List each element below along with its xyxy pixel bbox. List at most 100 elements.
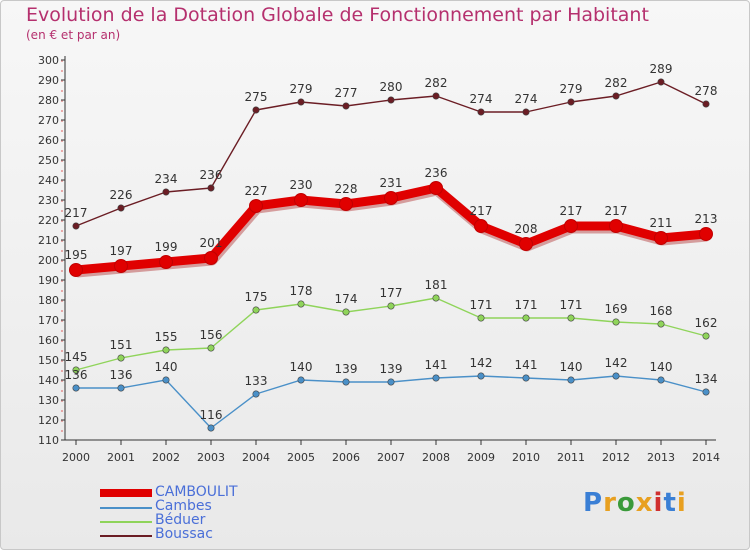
data-label: 230 [290,178,313,192]
data-label: 289 [650,62,673,76]
data-point [477,372,485,380]
data-point [207,184,215,192]
chart-subtitle: (en € et par an) [26,28,121,42]
data-point [387,302,395,310]
data-point [252,106,260,114]
data-label: 231 [380,176,403,190]
legend-swatch [100,521,152,523]
data-label: 211 [650,216,673,230]
x-tick-label: 2005 [287,451,315,464]
data-labels-layer: 136 136 140 116 133 140 139 139 141 142 141 140 142 1… [65,62,718,422]
x-tick-label: 2004 [242,451,270,464]
x-tick-label: 2001 [107,451,135,464]
data-label: 234 [155,172,178,186]
data-label: 280 [380,80,403,94]
chart-title: Evolution de la Dotation Globale de Fonc… [26,4,649,26]
x-tick-label: 2014 [692,451,720,464]
data-point [72,384,80,392]
data-point [429,181,443,195]
data-point [117,354,125,362]
data-point [297,300,305,308]
data-point [342,308,350,316]
legend-label: CAMBOULIT [155,484,238,500]
data-point [162,188,170,196]
data-point [117,384,125,392]
y-tick-label: 270 [38,114,59,127]
legend-swatch [100,489,152,497]
data-point [609,219,623,233]
data-point [432,374,440,382]
y-tick-label: 110 [38,434,59,447]
x-tick-label: 2007 [377,451,405,464]
data-label: 213 [695,212,718,226]
y-tick-label: 300 [38,54,59,67]
data-label: 141 [425,358,448,372]
data-point [162,346,170,354]
data-label: 142 [605,356,628,370]
series-layer [69,78,713,432]
y-tick-label: 120 [38,414,59,427]
data-label: 178 [290,284,313,298]
y-tick-label: 180 [38,294,59,307]
data-point [654,231,668,245]
x-tick-label: 2008 [422,451,450,464]
data-point [297,98,305,106]
data-label: 141 [515,358,538,372]
data-point [342,102,350,110]
data-label: 136 [65,368,88,382]
data-point [612,372,620,380]
data-label: 142 [470,356,493,370]
data-label: 195 [65,248,88,262]
data-label: 208 [515,222,538,236]
data-label: 282 [605,76,628,90]
data-point [342,378,350,386]
y-tick-label: 200 [38,254,59,267]
data-point [387,378,395,386]
data-label: 174 [335,292,358,306]
data-point [72,366,80,374]
legend-item: Béduer [100,512,300,530]
legend-item: Boussac [100,526,300,544]
data-point [702,332,710,340]
series-cambes [72,372,710,432]
data-label: 279 [290,82,313,96]
data-point [657,376,665,384]
data-label: 228 [335,182,358,196]
data-label: 140 [650,360,673,374]
y-tick-label: 240 [38,174,59,187]
data-label: 201 [200,236,223,250]
data-label: 282 [425,76,448,90]
data-point [519,237,533,251]
data-point [474,219,488,233]
x-tick-label: 2010 [512,451,540,464]
logo-letter: i [653,488,664,518]
y-tick-label: 210 [38,234,59,247]
data-point [699,227,713,241]
data-label: 217 [470,204,493,218]
y-tick-label: 140 [38,374,59,387]
data-point [432,92,440,100]
y-tick-label: 130 [38,394,59,407]
data-label: 197 [110,244,133,258]
series-b-duer [72,294,710,374]
data-label: 155 [155,330,178,344]
data-label: 199 [155,240,178,254]
y-tick-label: 150 [38,354,59,367]
y-tick-label: 190 [38,274,59,287]
data-label: 217 [605,204,628,218]
data-point [252,306,260,314]
data-point [567,98,575,106]
y-tick-label: 260 [38,134,59,147]
data-label: 171 [470,298,493,312]
data-point [384,191,398,205]
data-point [162,376,170,384]
x-tick-label: 2012 [602,451,630,464]
data-label: 175 [245,290,268,304]
y-tick-label: 230 [38,194,59,207]
y-tick-label: 290 [38,74,59,87]
data-label: 140 [155,360,178,374]
data-label: 217 [560,204,583,218]
data-label: 136 [110,368,133,382]
logo-letter: t [663,488,677,518]
x-tick-label: 2006 [332,451,360,464]
